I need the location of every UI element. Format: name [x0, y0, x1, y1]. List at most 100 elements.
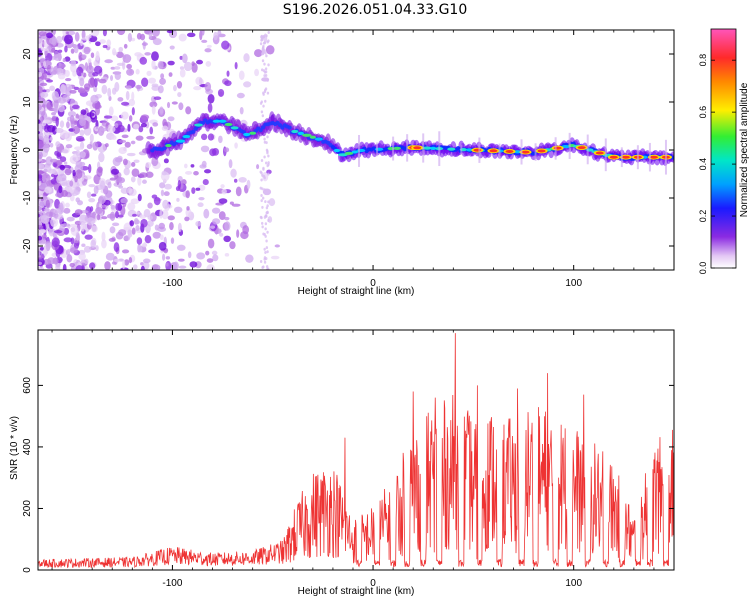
ridge-bright: [513, 150, 522, 154]
noise-blob: [242, 225, 250, 235]
noise-blob: [209, 148, 217, 157]
noise-blob: [261, 114, 265, 118]
noise-blob: [138, 172, 148, 178]
spectrogram-streak: [636, 145, 639, 170]
noise-blob: [177, 179, 181, 190]
noise-blob: [64, 131, 72, 142]
noise-blob: [136, 237, 143, 245]
noise-blob: [108, 106, 114, 117]
noise-blob: [64, 34, 73, 45]
noise-blob: [116, 124, 125, 133]
noise-blob: [263, 232, 266, 236]
noise-blob: [75, 169, 83, 179]
spectrogram-streak: [620, 147, 623, 168]
noise-blob: [75, 135, 85, 142]
noise-blob: [152, 231, 161, 239]
noise-blob: [38, 96, 45, 103]
noise-blob: [52, 257, 59, 265]
noise-blob: [139, 56, 148, 65]
snr-series-line: [38, 333, 674, 569]
ridge-bright: [212, 119, 221, 123]
noise-blob: [69, 180, 74, 187]
noise-blob: [207, 102, 213, 113]
noise-blob: [122, 158, 128, 166]
noise-blob: [263, 49, 266, 53]
noise-blob: [170, 237, 175, 244]
ridge-bright: [182, 134, 191, 139]
noise-blob: [43, 143, 50, 153]
noise-blob: [69, 89, 77, 94]
spectrogram-xtick-label: 0: [370, 278, 376, 289]
noise-blob: [86, 217, 95, 226]
spectrogram-streak: [498, 143, 501, 159]
noise-blob: [239, 106, 244, 115]
noise-blob: [263, 41, 267, 45]
noise-blob: [135, 84, 142, 89]
ridge-bright: [351, 150, 359, 154]
noise-blob: [159, 208, 163, 219]
noise-blob: [114, 123, 119, 128]
noise-blob: [65, 87, 72, 97]
noise-blob: [101, 216, 108, 220]
noise-blob: [145, 171, 154, 178]
noise-blob: [131, 91, 135, 102]
noise-blob: [94, 61, 98, 67]
ridge-bright: [230, 126, 239, 130]
noise-blob: [86, 112, 95, 117]
noise-blob: [102, 44, 108, 49]
noise-blob: [42, 137, 50, 142]
noise-blob: [181, 53, 188, 64]
noise-blob: [159, 234, 164, 241]
noise-blob: [45, 199, 50, 209]
snr-ylabel: SNR (10 * v/v): [9, 416, 20, 480]
noise-blob: [266, 169, 272, 175]
noise-blob: [93, 65, 103, 74]
noise-blob: [153, 196, 161, 206]
noise-blob: [267, 219, 270, 223]
noise-blob: [161, 170, 168, 176]
spectrogram-ytick-label: 10: [22, 96, 33, 108]
ridge-bright: [430, 146, 437, 150]
noise-blob: [74, 32, 80, 42]
noise-blob: [64, 69, 70, 78]
noise-blob: [207, 94, 215, 104]
noise-blob: [195, 76, 203, 86]
noise-blob: [265, 34, 268, 38]
spectrogram-streak: [664, 139, 667, 175]
noise-blob: [61, 149, 69, 154]
noise-blob: [49, 37, 57, 45]
snr-frame: [37, 329, 675, 571]
noise-blob: [266, 230, 269, 234]
noise-blob: [260, 178, 263, 182]
noise-blob: [264, 227, 267, 231]
ridge-core: [162, 146, 167, 151]
noise-blob: [224, 80, 232, 87]
noise-blob: [127, 32, 133, 43]
noise-blob: [149, 126, 154, 135]
noise-blob: [176, 80, 183, 89]
noise-blob: [218, 211, 226, 221]
noise-blob: [120, 267, 129, 270]
noise-blob: [266, 91, 270, 95]
noise-blob: [134, 219, 140, 225]
ridge-core: [260, 125, 266, 130]
snr-xtick-label: -100: [162, 578, 182, 589]
noise-blob: [260, 199, 263, 203]
noise-blob: [189, 261, 198, 268]
noise-blob: [92, 71, 99, 77]
noise-blob: [79, 214, 88, 224]
ridge-bright: [194, 123, 203, 127]
noise-blob: [111, 261, 117, 265]
noise-blob: [49, 158, 58, 163]
noise-blob: [66, 121, 70, 129]
noise-blob: [58, 63, 66, 69]
noise-blob: [177, 222, 182, 233]
noise-blob: [76, 200, 83, 206]
noise-blob: [220, 184, 225, 189]
noise-blob: [95, 41, 101, 47]
noise-blob: [79, 129, 85, 137]
noise-blob: [263, 62, 266, 66]
noise-blob: [163, 191, 170, 197]
noise-blob: [218, 198, 228, 204]
noise-blob: [121, 249, 130, 254]
